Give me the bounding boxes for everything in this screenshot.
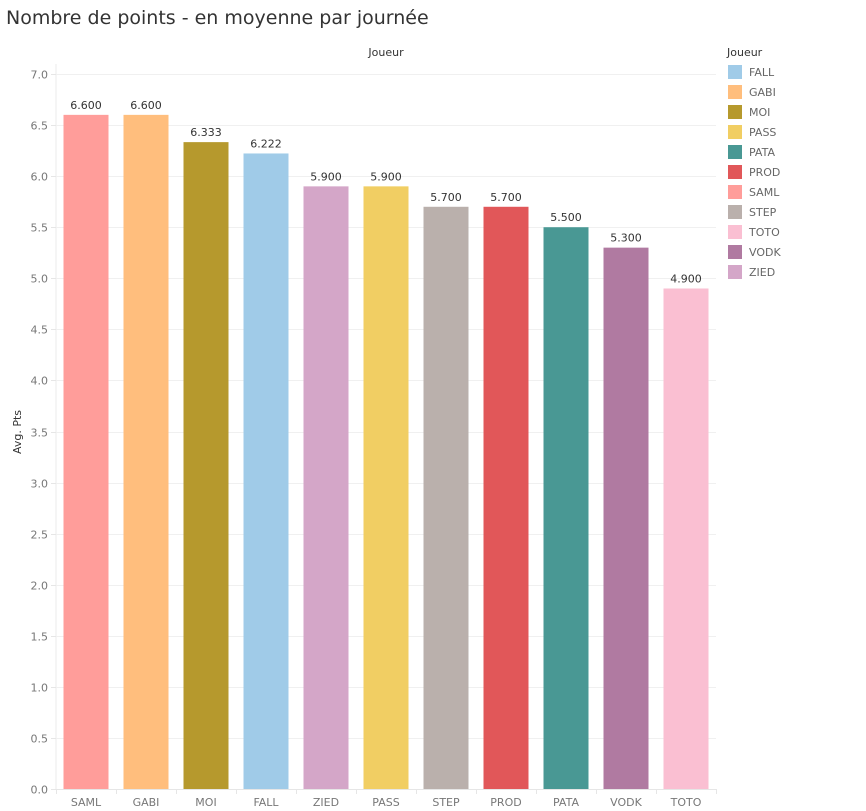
legend-item-pass[interactable]: PASS [727, 122, 781, 142]
legend-swatch [728, 105, 742, 119]
data-label: 4.900 [670, 273, 702, 286]
bar-fall[interactable] [243, 153, 289, 789]
legend-label: TOTO [749, 225, 780, 239]
legend-item-pata[interactable]: PATA [727, 142, 781, 162]
x-tick-label: SAML [71, 796, 102, 809]
legend-title: Joueur [727, 46, 763, 59]
legend-item-fall[interactable]: FALL [727, 62, 781, 82]
y-tick-label: 0.5 [31, 733, 49, 746]
legend-item-saml[interactable]: SAML [727, 182, 781, 202]
legend-swatch [728, 265, 742, 279]
x-axis: SAML GABI MOI FALL ZIED PASS STEP PROD PATA VODK T… [51, 789, 717, 809]
y-tick-label: 0.0 [31, 784, 49, 797]
y-tick-label: 6.0 [31, 171, 49, 184]
legend-item-toto[interactable]: TOTO [727, 222, 781, 242]
x-tick-label: TOTO [670, 796, 702, 809]
x-tick-label: PROD [490, 796, 521, 809]
data-label: 6.600 [130, 99, 162, 112]
data-labels: 6.600 6.600 6.333 6.222 5.900 5.900 5.700 5.700… [70, 99, 702, 286]
legend-label: PATA [749, 145, 775, 159]
data-label: 5.700 [490, 191, 522, 204]
x-tick-label: PASS [372, 796, 399, 809]
bars [63, 114, 709, 790]
y-tick-label: 5.0 [31, 273, 49, 286]
data-label: 6.222 [250, 137, 282, 150]
y-tick-label: 3.5 [31, 427, 49, 440]
chart-title: Nombre de points - en moyenne par journé… [6, 7, 429, 29]
y-tick-label: 4.0 [31, 375, 49, 388]
y-tick-label: 1.0 [31, 682, 49, 695]
legend: Joueur FALL GABI MOI PASS PATA PROD SAML STEP TO… [727, 46, 781, 282]
legend-swatch [728, 185, 742, 199]
x-tick-label: ZIED [313, 796, 339, 809]
data-label: 6.600 [70, 99, 102, 112]
legend-label: SAML [749, 185, 780, 199]
x-tick-label: PATA [553, 796, 579, 809]
legend-label: VODK [749, 245, 781, 259]
bar-toto[interactable] [663, 288, 709, 790]
legend-label: ZIED [749, 265, 776, 279]
legend-swatch [728, 125, 742, 139]
y-tick-label: 2.5 [31, 529, 49, 542]
legend-swatch [728, 145, 742, 159]
legend-label: STEP [749, 205, 777, 219]
bar-gabi[interactable] [123, 114, 169, 790]
bar-moi[interactable] [183, 142, 229, 790]
bar-prod[interactable] [483, 206, 529, 790]
bar-pata[interactable] [543, 227, 589, 789]
y-tick-label: 6.5 [31, 120, 49, 133]
legend-swatch [728, 205, 742, 219]
legend-label: MOI [749, 105, 771, 119]
data-label: 5.300 [610, 232, 642, 245]
y-axis: 0.0 0.5 1.0 1.5 2.0 2.5 3.0 3.5 4.0 4.5 5.0 5.5 6.0 6… [31, 69, 49, 797]
legend-item-prod[interactable]: PROD [727, 162, 781, 182]
data-label: 6.333 [190, 126, 222, 139]
x-tick-label: STEP [432, 796, 460, 809]
y-tick-label: 1.5 [31, 631, 49, 644]
data-label: 5.900 [310, 170, 342, 183]
legend-item-vodk[interactable]: VODK [727, 242, 781, 262]
y-tick-label: 7.0 [31, 69, 49, 82]
bar-pass[interactable] [363, 186, 409, 789]
y-tick-label: 3.0 [31, 478, 49, 491]
x-tick-label: FALL [253, 796, 279, 809]
y-axis-label: Avg. Pts [11, 410, 24, 454]
data-label: 5.700 [430, 191, 462, 204]
x-tick-label: MOI [195, 796, 216, 809]
bar-vodk[interactable] [603, 247, 649, 790]
y-tick-label: 4.5 [31, 324, 49, 337]
legend-swatch [728, 165, 742, 179]
y-tick-label: 5.5 [31, 222, 49, 235]
data-label: 5.500 [550, 211, 582, 224]
bar-saml[interactable] [63, 114, 109, 790]
legend-label: PASS [749, 125, 777, 139]
x-tick-label: VODK [610, 796, 642, 809]
legend-swatch [728, 225, 742, 239]
legend-label: FALL [749, 65, 775, 79]
legend-label: PROD [749, 165, 781, 179]
data-label: 5.900 [370, 170, 402, 183]
legend-swatch [728, 85, 742, 99]
legend-item-step[interactable]: STEP [727, 202, 781, 222]
y-tick-label: 2.0 [31, 580, 49, 593]
bar-zied[interactable] [303, 186, 349, 789]
legend-item-zied[interactable]: ZIED [727, 262, 781, 282]
x-tick-label: GABI [133, 796, 160, 809]
column-header: Joueur [368, 46, 404, 59]
legend-item-moi[interactable]: MOI [727, 102, 781, 122]
legend-swatch [728, 245, 742, 259]
legend-label: GABI [749, 85, 776, 99]
legend-item-gabi[interactable]: GABI [727, 82, 781, 102]
legend-swatch [728, 65, 742, 79]
bar-step[interactable] [423, 206, 469, 790]
